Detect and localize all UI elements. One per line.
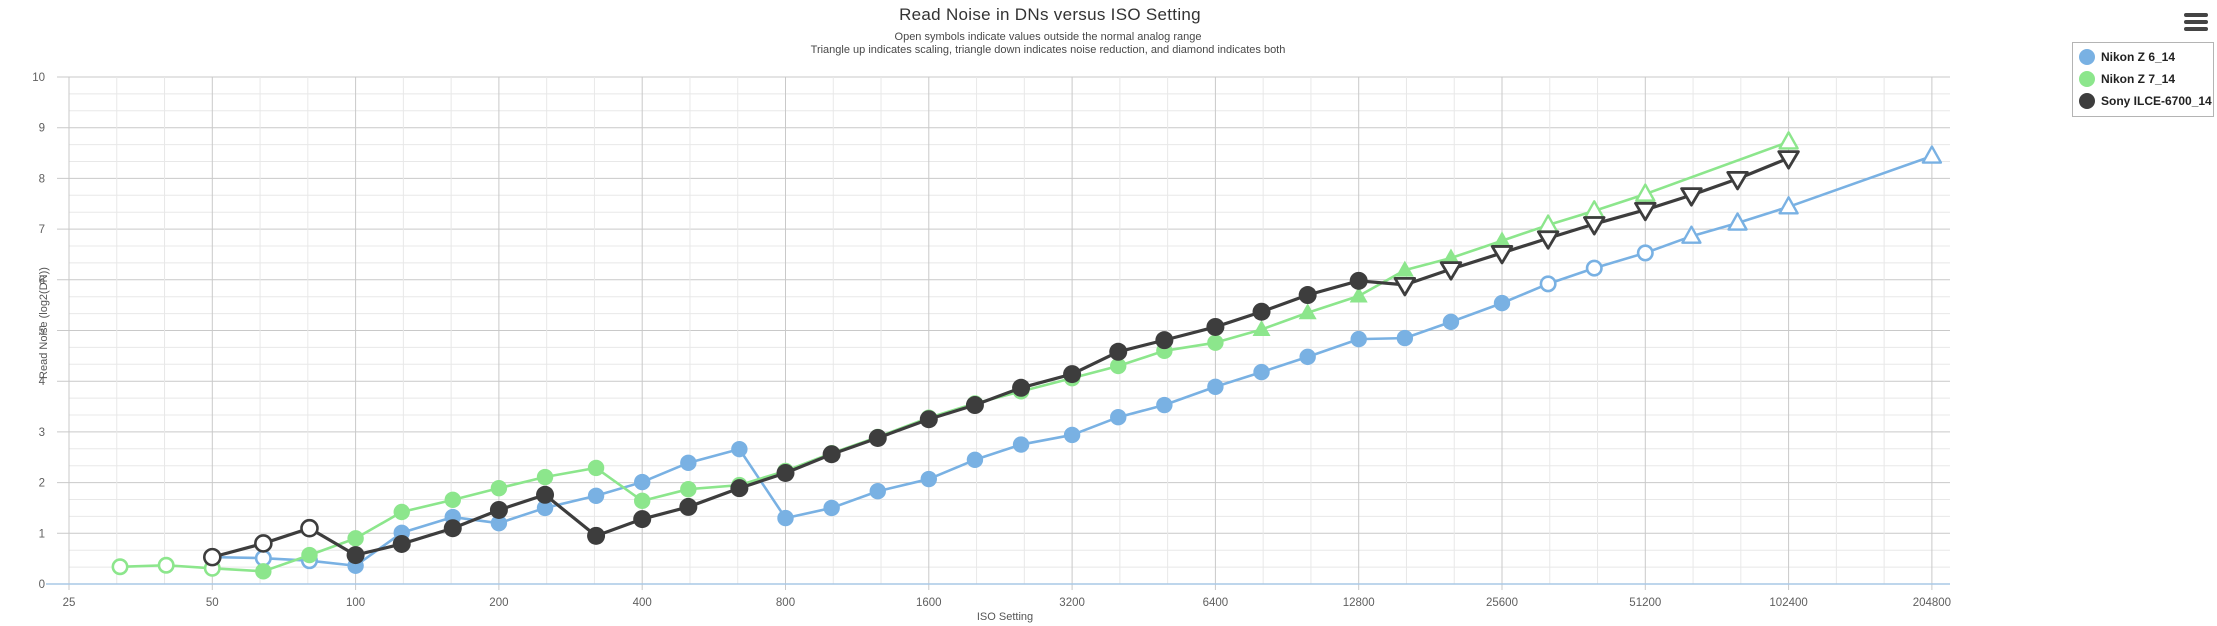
svg-text:5: 5 <box>39 326 45 338</box>
legend-label: Nikon Z 6_14 <box>2101 50 2176 64</box>
svg-text:8: 8 <box>39 173 45 185</box>
svg-text:9: 9 <box>39 123 45 135</box>
legend: Nikon Z 6_14 Nikon Z 7_14 Sony ILCE-6700… <box>2072 42 2214 117</box>
legend-swatch-icon <box>2079 49 2095 65</box>
menu-bar <box>2184 27 2208 31</box>
svg-text:6: 6 <box>39 275 45 287</box>
svg-text:4: 4 <box>39 376 46 388</box>
hamburger-menu-icon[interactable] <box>2184 11 2208 33</box>
svg-text:2: 2 <box>39 478 45 490</box>
legend-item-sony-ilce6700[interactable]: Sony ILCE-6700_14 <box>2079 90 2212 112</box>
svg-text:400: 400 <box>633 597 652 609</box>
svg-text:25600: 25600 <box>1486 597 1518 609</box>
svg-text:7: 7 <box>39 224 45 236</box>
svg-text:1600: 1600 <box>916 597 942 609</box>
chart-subtitle-line1: Open symbols indicate values outside the… <box>894 31 1202 43</box>
legend-swatch-icon <box>2079 71 2095 87</box>
chart-title: Read Noise in DNs versus ISO Setting <box>899 5 1201 24</box>
svg-text:200: 200 <box>489 597 508 609</box>
svg-text:10: 10 <box>32 72 45 84</box>
svg-text:25: 25 <box>63 597 76 609</box>
svg-text:51200: 51200 <box>1629 597 1661 609</box>
svg-text:102400: 102400 <box>1769 597 1807 609</box>
legend-label: Sony ILCE-6700_14 <box>2101 94 2212 108</box>
legend-swatch-icon <box>2079 93 2095 109</box>
svg-text:100: 100 <box>346 597 365 609</box>
svg-text:3: 3 <box>39 427 45 439</box>
svg-text:800: 800 <box>776 597 795 609</box>
legend-item-nikon-z7[interactable]: Nikon Z 7_14 <box>2079 68 2207 90</box>
menu-bar <box>2184 13 2208 17</box>
svg-text:3200: 3200 <box>1059 597 1085 609</box>
svg-text:12800: 12800 <box>1343 597 1375 609</box>
chart-subtitle-line2: Triangle up indicates scaling, triangle … <box>810 44 1286 56</box>
legend-label: Nikon Z 7_14 <box>2101 72 2176 86</box>
svg-text:0: 0 <box>39 579 45 591</box>
svg-text:6400: 6400 <box>1203 597 1229 609</box>
y-axis-title: Read Noise (log2(DN)) <box>38 267 50 379</box>
svg-text:50: 50 <box>206 597 219 609</box>
svg-text:204800: 204800 <box>1913 597 1951 609</box>
legend-item-nikon-z6[interactable]: Nikon Z 6_14 <box>2079 46 2207 68</box>
menu-bar <box>2184 20 2208 24</box>
x-axis-title: ISO Setting <box>976 611 1034 623</box>
svg-text:1: 1 <box>39 528 45 540</box>
